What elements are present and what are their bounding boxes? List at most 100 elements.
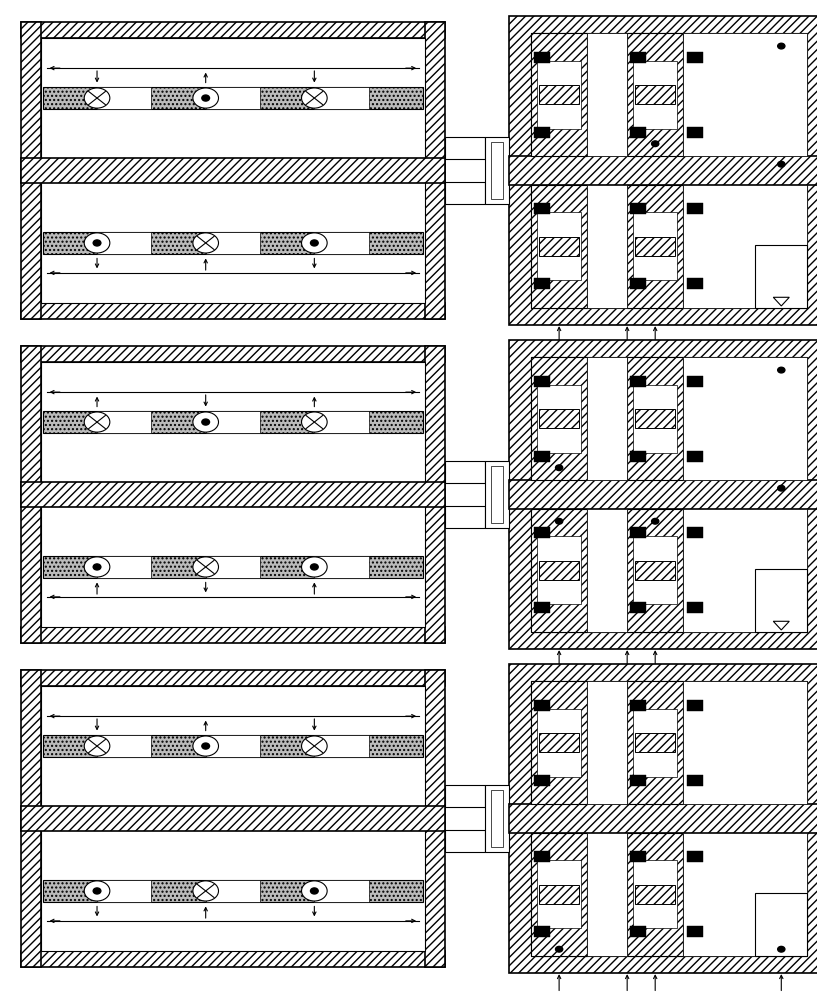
Bar [756,569,807,632]
Circle shape [777,485,785,491]
Bar [509,340,829,649]
Bar [687,527,703,538]
Bar [683,509,807,632]
Bar [535,926,550,937]
Bar [21,670,41,967]
Bar [21,806,445,831]
Circle shape [302,557,327,577]
Bar [636,85,676,104]
Bar [21,670,445,686]
Circle shape [84,412,110,432]
Bar [97,232,151,254]
Bar [43,411,423,433]
Circle shape [84,881,110,901]
Circle shape [310,888,319,894]
Bar [687,851,703,862]
Bar [43,87,423,109]
Text: $B_V$: $B_V$ [551,680,567,695]
Bar [425,670,445,967]
Bar [631,278,646,289]
Circle shape [777,43,785,49]
Bar [535,851,550,862]
Bar [633,536,677,604]
Bar [21,346,41,643]
Bar [314,411,369,433]
Bar [43,735,423,757]
Text: (a): (a) [406,378,428,393]
Bar [531,33,807,308]
Text: $P$: $P$ [623,680,631,693]
Bar [206,411,260,433]
Bar [509,804,829,833]
Bar [535,602,550,613]
Circle shape [93,888,101,894]
Bar [425,22,445,319]
Circle shape [202,95,209,101]
Bar [445,461,485,483]
Bar [587,357,627,480]
Bar [491,142,503,199]
Bar [531,357,807,632]
Bar [21,627,445,643]
Bar [314,556,369,578]
Bar [683,833,807,956]
Bar [687,278,703,289]
Circle shape [651,141,659,147]
Text: $A_V$: $A_V$ [647,356,664,371]
Circle shape [555,465,563,471]
Bar [631,203,646,214]
Bar [631,602,646,613]
Bar [627,681,683,804]
Bar [535,52,550,63]
Bar [509,664,829,973]
Bar [756,245,807,308]
Circle shape [84,557,110,577]
Bar [41,362,425,627]
Bar [631,775,646,786]
Bar [445,785,485,807]
Circle shape [555,518,563,524]
Circle shape [302,736,327,756]
Text: $A_V$: $A_V$ [647,680,664,695]
Bar [636,561,676,580]
Bar [97,880,151,902]
Circle shape [193,88,219,108]
Circle shape [302,412,327,432]
Bar [627,509,683,632]
Bar [683,33,807,156]
Bar [21,22,41,319]
Bar [535,203,550,214]
Bar [485,785,509,852]
Bar [531,509,587,632]
Polygon shape [773,665,789,674]
Bar [631,527,646,538]
Bar [539,885,579,904]
Bar [97,556,151,578]
Circle shape [302,88,327,108]
Circle shape [202,419,209,425]
Bar [509,156,829,185]
Bar [537,61,581,129]
Bar [687,775,703,786]
Bar [21,303,445,319]
Circle shape [193,233,219,253]
Bar [97,735,151,757]
Bar [627,833,683,956]
Circle shape [302,881,327,901]
Circle shape [84,88,110,108]
Circle shape [202,743,209,749]
Circle shape [777,161,785,167]
Circle shape [310,564,319,570]
Circle shape [193,557,219,577]
Bar [314,87,369,109]
Bar [531,681,587,804]
Bar [631,52,646,63]
Bar [636,885,676,904]
Bar [636,237,676,256]
Bar [206,556,260,578]
Circle shape [84,233,110,253]
Bar [535,775,550,786]
Bar [445,830,485,852]
Bar [537,709,581,777]
Bar [21,158,445,183]
